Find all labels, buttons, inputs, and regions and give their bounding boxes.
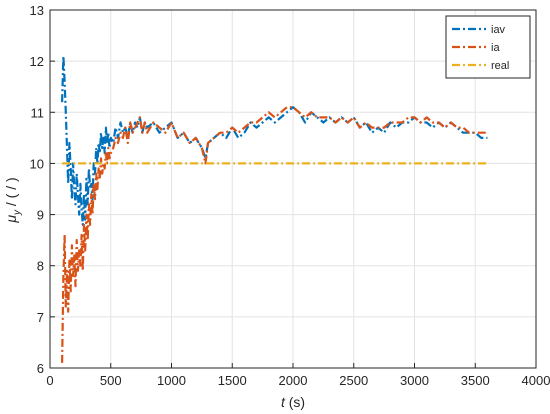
legend-label-iav: iav	[491, 24, 506, 36]
plot-series	[61, 54, 488, 363]
x-axis-label-unit: (s)	[285, 394, 305, 410]
y-tick-label: 9	[37, 208, 44, 223]
axis-ticks: 0 500 1000 1500 2000 2500 3000 3500 4000 6 7 8 9 10 11…	[30, 3, 550, 388]
x-tick-label: 2500	[339, 373, 368, 388]
y-axis-label-symbol: μ	[3, 215, 19, 224]
legend: iav ia real	[445, 15, 531, 79]
x-tick-label: 500	[100, 373, 122, 388]
y-tick-label: 10	[30, 156, 44, 171]
x-axis-label: t (s)	[281, 394, 305, 410]
series-line-ia	[61, 106, 488, 363]
y-axis-label-subscript: y	[12, 209, 23, 216]
y-tick-label: 8	[37, 259, 44, 274]
legend-label-ia: ia	[491, 42, 500, 54]
y-axis-label: μy / ( / )	[3, 177, 23, 223]
y-tick-label: 12	[30, 54, 44, 69]
x-tick-label: 2000	[279, 373, 308, 388]
x-tick-label: 0	[46, 373, 53, 388]
x-tick-label: 3000	[400, 373, 429, 388]
series-line-iav	[61, 54, 488, 226]
y-tick-label: 13	[30, 3, 44, 18]
x-axis-label-variable: t	[281, 394, 286, 410]
y-tick-label: 6	[37, 361, 44, 376]
legend-label-real: real	[491, 60, 509, 72]
x-tick-label: 4000	[522, 373, 550, 388]
y-axis-label-unit: / ( / )	[3, 177, 19, 210]
x-tick-label: 3500	[461, 373, 490, 388]
x-tick-label: 1500	[218, 373, 247, 388]
x-tick-label: 1000	[157, 373, 186, 388]
y-tick-label: 11	[31, 105, 45, 120]
y-tick-label: 7	[37, 310, 44, 325]
